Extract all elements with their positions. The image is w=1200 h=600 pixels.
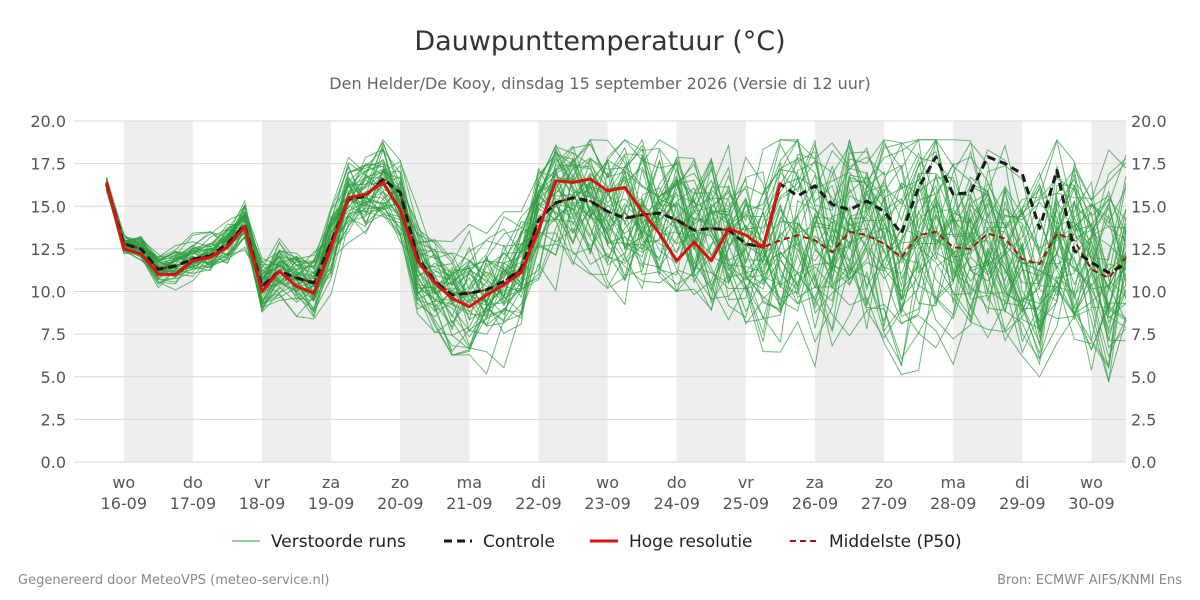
- ensemble-member-line: [106, 154, 1127, 343]
- x-tick-day: za: [806, 473, 824, 492]
- x-tick-day: di: [1015, 473, 1030, 492]
- x-tick-day: wo: [112, 473, 135, 492]
- ensemble-member-line: [106, 144, 1127, 322]
- legend-hires-label: Hoge resolutie: [629, 532, 753, 552]
- x-tick-date: 23-09: [584, 494, 631, 513]
- x-tick-date: 21-09: [446, 494, 493, 513]
- x-tick-day: wo: [1080, 473, 1103, 492]
- y-tick-label: 2.5: [41, 410, 66, 429]
- x-tick-date: 24-09: [653, 494, 700, 513]
- ensemble-member-line: [106, 139, 1127, 354]
- ensemble-member-line: [106, 139, 1127, 369]
- ensemble-member-line: [106, 143, 1127, 345]
- y-tick-label: 0.0: [41, 453, 66, 472]
- x-tick-date: 16-09: [101, 494, 148, 513]
- ensemble-member-line: [106, 138, 1127, 330]
- y-tick-label-right: 5.0: [1131, 368, 1156, 387]
- y-tick-label-right: 10.0: [1131, 283, 1167, 302]
- footer-source: Bron: ECMWF AIFS/KNMI Ens: [997, 573, 1182, 588]
- y-tick-label: 7.5: [41, 325, 66, 344]
- x-tick-date: 30-09: [1068, 494, 1115, 513]
- y-tick-label: 12.5: [30, 240, 66, 259]
- ensemble-member-line: [106, 145, 1127, 360]
- ensemble-lines: [106, 138, 1127, 383]
- y-axis-left: 0.0 2.5 5.0 7.5 10.0 12.5 15.0 17.5 20.0: [30, 112, 66, 472]
- y-tick-label-right: 20.0: [1131, 112, 1167, 131]
- y-tick-label-right: 0.0: [1131, 453, 1156, 472]
- x-tick-date: 25-09: [723, 494, 770, 513]
- y-axis-right: 0.0 2.5 5.0 7.5 10.0 12.5 15.0 17.5 20.0: [1131, 112, 1167, 472]
- ensemble-member-line: [106, 139, 1127, 322]
- x-tick-date: 19-09: [308, 494, 355, 513]
- main-series-lines: [105, 155, 1127, 309]
- chart-title: Dauwpunttemperatuur (°C): [414, 26, 785, 57]
- y-tick-label: 20.0: [30, 112, 66, 131]
- x-tick-day: di: [531, 473, 546, 492]
- x-tick-day: ma: [457, 473, 482, 492]
- ensemble-member-line: [106, 154, 1127, 351]
- x-tick-day: wo: [596, 473, 619, 492]
- ensemble-member-line: [106, 139, 1127, 369]
- ensemble-member-line: [106, 139, 1127, 316]
- ensemble-member-line: [106, 138, 1127, 330]
- y-tick-label: 10.0: [30, 283, 66, 302]
- x-tick-day: do: [183, 473, 203, 492]
- x-tick-day: vr: [738, 473, 754, 492]
- ensemble-member-line: [106, 146, 1127, 383]
- legend: Verstoorde runs Controle Hoge resolutie …: [232, 532, 962, 552]
- y-tick-label-right: 7.5: [1131, 325, 1156, 344]
- y-tick-label-right: 12.5: [1131, 240, 1167, 259]
- chart-subtitle: Den Helder/De Kooy, dinsdag 15 september…: [329, 74, 870, 93]
- ensemble-member-line: [106, 157, 1127, 347]
- ensemble-member-line: [106, 143, 1127, 353]
- y-tick-label-right: 15.0: [1131, 197, 1167, 216]
- hires-line: [105, 177, 782, 309]
- x-tick-day: do: [667, 473, 687, 492]
- y-tick-label-right: 2.5: [1131, 410, 1156, 429]
- y-tick-label: 15.0: [30, 197, 66, 216]
- x-tick-day: vr: [254, 473, 270, 492]
- x-tick-date: 18-09: [239, 494, 286, 513]
- legend-control-label: Controle: [483, 532, 555, 552]
- x-tick-date: 26-09: [792, 494, 839, 513]
- x-tick-date: 20-09: [377, 494, 424, 513]
- x-tick-date: 28-09: [930, 494, 977, 513]
- x-tick-date: 27-09: [861, 494, 908, 513]
- y-tick-label-right: 17.5: [1131, 155, 1167, 174]
- legend-ensemble-label: Verstoorde runs: [271, 532, 406, 552]
- footer-generated-by: Gegenereerd door MeteoVPS (meteo-service…: [18, 573, 329, 588]
- x-tick-day: zo: [391, 473, 409, 492]
- x-axis: wo 16-09 do 17-09 vr 18-09 za 19-09 zo 20-09 ma 21-…: [101, 473, 1115, 513]
- y-tick-label: 5.0: [41, 368, 66, 387]
- legend-median-label: Middelste (P50): [829, 532, 962, 552]
- x-tick-day: ma: [941, 473, 966, 492]
- ensemble-member-line: [106, 166, 1127, 378]
- x-tick-date: 22-09: [515, 494, 562, 513]
- x-tick-date: 29-09: [999, 494, 1046, 513]
- x-tick-day: za: [322, 473, 340, 492]
- x-tick-date: 17-09: [170, 494, 217, 513]
- y-tick-label: 17.5: [30, 155, 66, 174]
- x-tick-day: zo: [875, 473, 893, 492]
